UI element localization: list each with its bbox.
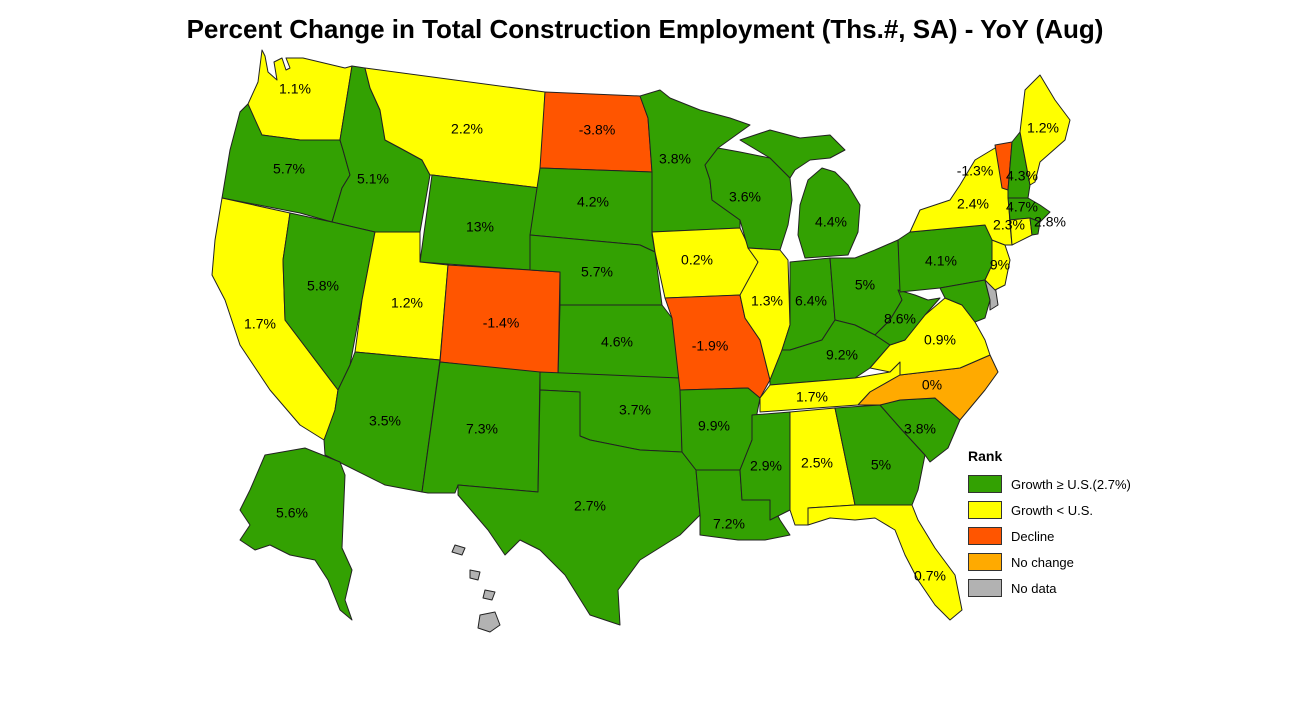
legend-swatch — [968, 475, 1002, 493]
state-value-label-NH: 4.3% — [1006, 168, 1038, 184]
state-value-label-LA: 7.2% — [713, 516, 745, 532]
state-value-label-NJ: 9% — [990, 257, 1010, 273]
state-value-label-ME: 1.2% — [1027, 120, 1059, 136]
state-value-label-MO: -1.9% — [692, 338, 729, 354]
legend-label: No change — [1011, 554, 1074, 570]
state-value-label-MS: 2.9% — [750, 458, 782, 474]
state-FL — [807, 504, 963, 621]
legend-label: Growth < U.S. — [1011, 502, 1093, 518]
state-WV — [874, 289, 941, 346]
legend-label: No data — [1011, 580, 1057, 596]
state-value-label-AK: 5.6% — [276, 505, 308, 521]
state-value-label-MT: 2.2% — [451, 121, 483, 137]
state-value-label-MA: 4.7% — [1006, 199, 1038, 215]
state-value-label-NC: 0% — [922, 377, 942, 393]
state-ME — [1019, 74, 1071, 186]
state-value-label-CO: -1.4% — [483, 315, 520, 331]
state-value-label-SD: 4.2% — [577, 194, 609, 210]
state-value-label-IN: 6.4% — [795, 293, 827, 309]
legend-item: Decline — [968, 523, 1168, 549]
state-value-label-GA: 5% — [871, 457, 891, 473]
state-value-label-IA: 0.2% — [681, 252, 713, 268]
state-value-label-AL: 2.5% — [801, 455, 833, 471]
state-value-label-NY2: -1.3% — [957, 163, 994, 179]
state-value-label-NY: 2.4% — [957, 196, 989, 212]
state-value-label-WA: 1.1% — [279, 81, 311, 97]
state-MI — [739, 129, 861, 259]
legend-title: Rank — [968, 448, 1003, 464]
state-value-label-OH: 5% — [855, 277, 875, 293]
state-value-label-MI: 4.4% — [815, 214, 847, 230]
state-value-label-NE: 5.7% — [581, 264, 613, 280]
state-value-label-OR: 5.7% — [273, 161, 305, 177]
state-value-label-IL: 1.3% — [751, 293, 783, 309]
state-value-label-NV: 5.8% — [307, 278, 339, 294]
state-value-label-WI: 3.6% — [729, 189, 761, 205]
state-value-label-CA: 1.7% — [244, 316, 276, 332]
legend-label: Growth ≥ U.S.(2.7%) — [1011, 476, 1131, 492]
state-value-label-CT: 2.3% — [993, 217, 1025, 233]
state-value-label-FL: 0.7% — [914, 568, 946, 584]
state-RI — [1029, 217, 1041, 236]
state-value-label-AR: 9.9% — [698, 418, 730, 434]
state-HI — [451, 544, 501, 633]
state-value-label-TX: 2.7% — [574, 498, 606, 514]
state-TX — [457, 389, 701, 626]
legend-swatch — [968, 501, 1002, 519]
state-value-label-KY: 9.2% — [826, 347, 858, 363]
state-value-label-VA: 0.9% — [924, 332, 956, 348]
legend-swatch — [968, 579, 1002, 597]
legend-item: Growth < U.S. — [968, 497, 1168, 523]
state-NJ — [984, 239, 1011, 291]
state-VA — [869, 297, 991, 376]
state-value-label-ID: 5.1% — [357, 171, 389, 187]
state-value-label-TN: 1.7% — [796, 389, 828, 405]
state-value-label-KS: 4.6% — [601, 334, 633, 350]
legend-swatch — [968, 527, 1002, 545]
state-value-label-AZ: 3.5% — [369, 413, 401, 429]
map-title: Percent Change in Total Construction Emp… — [186, 14, 1104, 44]
state-value-label-NM: 7.3% — [466, 421, 498, 437]
state-value-label-WY: 13% — [466, 219, 494, 235]
state-value-label-PA: 4.1% — [925, 253, 957, 269]
legend-swatch — [968, 553, 1002, 571]
legend-item: Growth ≥ U.S.(2.7%) — [968, 471, 1168, 497]
state-value-label-RI: 2.8% — [1034, 214, 1066, 230]
state-value-label-ND: -3.8% — [579, 122, 616, 138]
legend-item: No change — [968, 549, 1168, 575]
legend-label: Decline — [1011, 528, 1055, 544]
state-value-label-OK: 3.7% — [619, 402, 651, 418]
state-WI — [704, 147, 793, 251]
state-value-label-SC: 3.8% — [904, 421, 936, 437]
state-value-label-MN: 3.8% — [659, 151, 691, 167]
legend-item: No data — [968, 575, 1168, 601]
state-value-label-WV: 8.6% — [884, 311, 916, 327]
map-legend: Rank Growth ≥ U.S.(2.7%) Growth < U.S. Dec… — [968, 448, 1168, 601]
state-AK — [239, 447, 353, 621]
state-value-label-UT: 1.2% — [391, 295, 423, 311]
